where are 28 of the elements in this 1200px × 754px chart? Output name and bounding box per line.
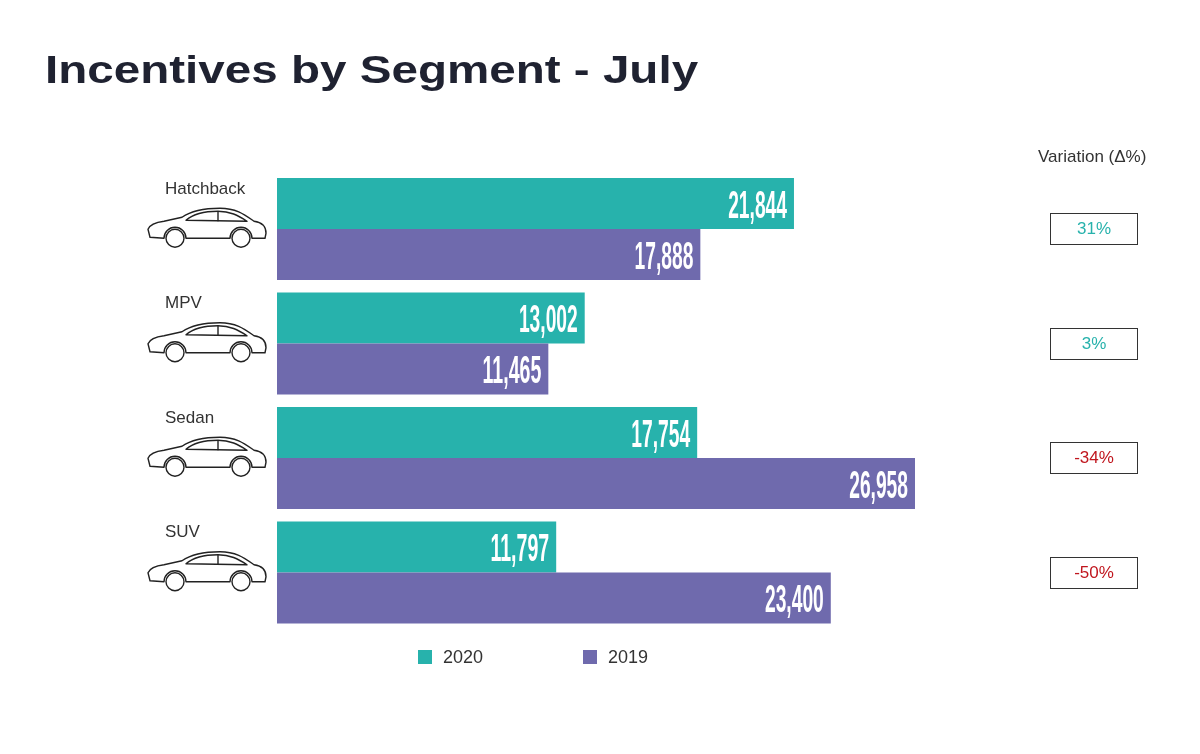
bar bbox=[277, 178, 794, 229]
bar bbox=[277, 407, 698, 458]
legend-label: 2020 bbox=[443, 647, 484, 667]
data-label: 13,002 bbox=[518, 298, 636, 340]
data-label: 17,888 bbox=[634, 234, 751, 277]
data-label: 11,797 bbox=[490, 527, 605, 569]
text: Variation (Δ%) bbox=[1038, 147, 1147, 167]
bar bbox=[277, 521, 557, 573]
y-tick-label: Hatchback bbox=[165, 178, 246, 198]
data-label: 11,465 bbox=[482, 349, 597, 391]
text: 3% bbox=[1050, 327, 1138, 360]
y-tick-label: MPV bbox=[165, 293, 203, 313]
legend-label: 2019 bbox=[608, 647, 649, 667]
y-tick-label: Sedan bbox=[165, 407, 215, 427]
data-label: 21,844 bbox=[728, 183, 845, 226]
text: -34% bbox=[1050, 442, 1138, 475]
text: -50% bbox=[1050, 556, 1138, 589]
chart-title: Incentives by Segment - July bbox=[45, 48, 699, 91]
bar bbox=[277, 292, 585, 344]
text: 31% bbox=[1050, 213, 1138, 246]
data-label: 26,958 bbox=[849, 463, 966, 506]
bar bbox=[277, 343, 549, 395]
bar bbox=[277, 458, 915, 509]
bar bbox=[277, 229, 701, 280]
data-label: 23,400 bbox=[764, 578, 882, 620]
data-label: 17,754 bbox=[631, 412, 748, 455]
y-tick-label: SUV bbox=[165, 522, 201, 542]
bar bbox=[277, 572, 831, 624]
